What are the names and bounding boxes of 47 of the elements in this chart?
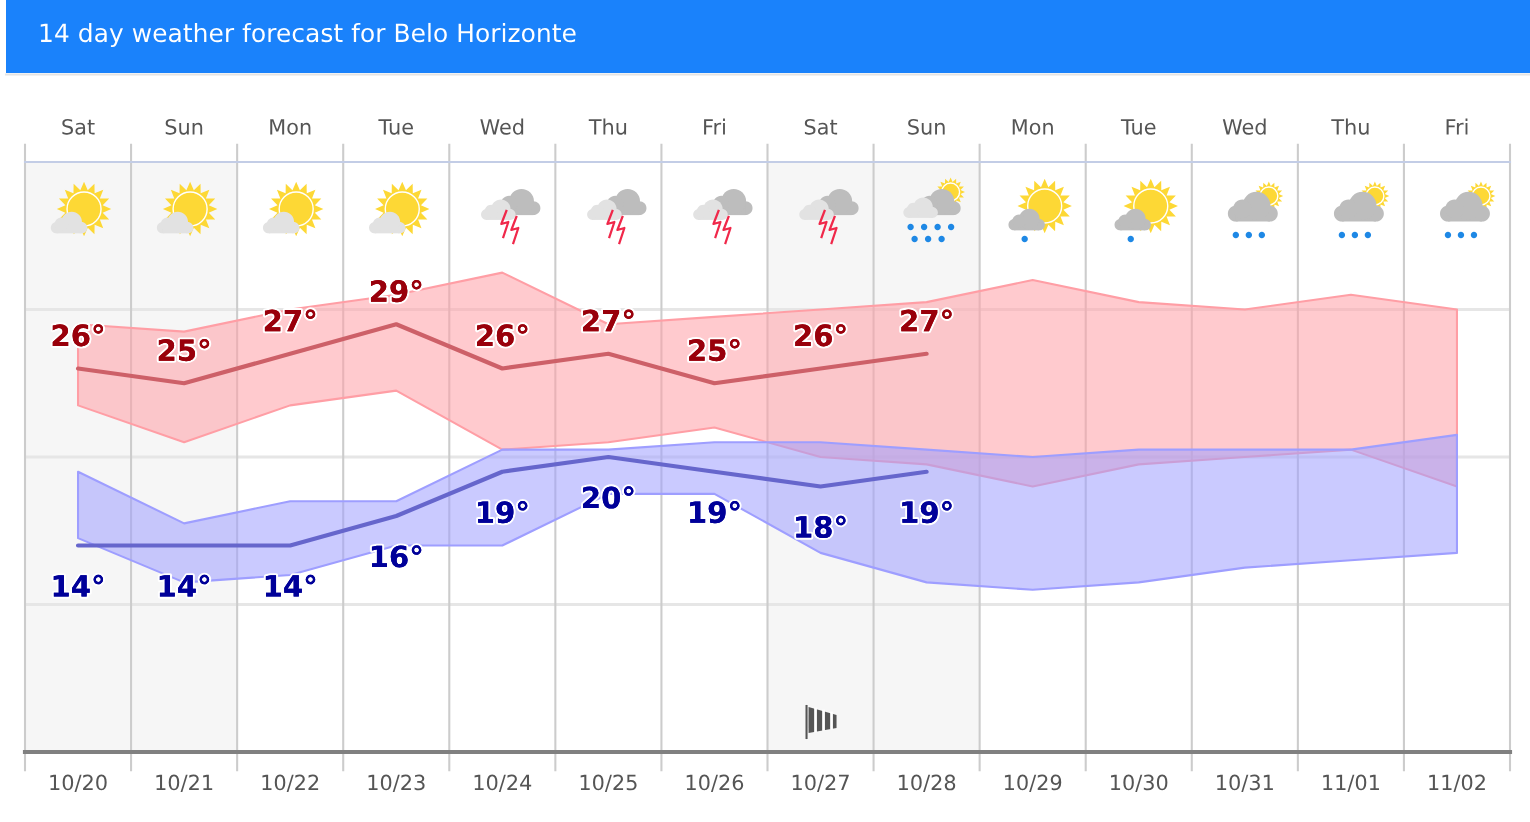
data-label: 26°: [795, 324, 846, 347]
x-tick-label: 10/28: [898, 774, 956, 792]
data-label: 14°: [159, 574, 210, 597]
data-label: 27°: [264, 309, 316, 332]
data-label: 20°: [583, 486, 634, 509]
data-label: 26°: [52, 324, 104, 347]
data-label: 26°: [477, 324, 528, 347]
x-tick-label: 11/01: [1323, 774, 1379, 792]
data-label: 19°: [902, 501, 952, 524]
x-tick-label: 10/24: [474, 774, 532, 792]
text: Wed: [1222, 118, 1266, 135]
x-tick-label: 10/25: [580, 774, 637, 792]
text: Thu: [588, 118, 627, 135]
text: Mon: [1012, 119, 1053, 135]
chart-title: 14 day weather forecast for Belo Horizonte: [40, 22, 576, 48]
text: Fri: [1446, 118, 1468, 135]
data-label: 25°: [158, 338, 210, 362]
data-label: 19°: [690, 501, 740, 524]
data-label: 16°: [371, 545, 422, 568]
x-tick-label: 10/22: [262, 774, 319, 792]
text: Sat: [62, 118, 95, 135]
data-label: 14°: [265, 574, 316, 597]
x-tick-label: 10/27: [792, 774, 849, 792]
text: Mon: [270, 119, 311, 135]
text: Wed: [480, 118, 524, 135]
x-tick-label: 10/23: [368, 774, 425, 792]
x-tick-label: 10/30: [1111, 774, 1168, 792]
text: Sun: [908, 118, 945, 135]
data-label: 27°: [583, 309, 634, 332]
text: Tue: [1120, 119, 1156, 135]
x-tick-label: 10/21: [156, 774, 213, 792]
x-tick-label: 10/31: [1217, 774, 1273, 792]
data-label: 29°: [370, 279, 422, 303]
data-label: 25°: [689, 338, 740, 362]
text: Sun: [165, 118, 203, 135]
text: Sat: [804, 118, 838, 135]
data-label: 27°: [901, 309, 952, 332]
x-tick-label: 11/02: [1429, 774, 1485, 792]
data-label: 18°: [796, 515, 846, 539]
text: Fri: [704, 118, 725, 135]
text: Tue: [378, 119, 413, 135]
x-tick-label: 10/26: [686, 774, 744, 792]
text: Thu: [1331, 118, 1369, 135]
data-label: 19°: [478, 501, 528, 524]
data-label: 14°: [53, 574, 104, 597]
x-tick-label: 10/29: [1004, 774, 1062, 792]
x-tick-label: 10/20: [50, 774, 107, 792]
